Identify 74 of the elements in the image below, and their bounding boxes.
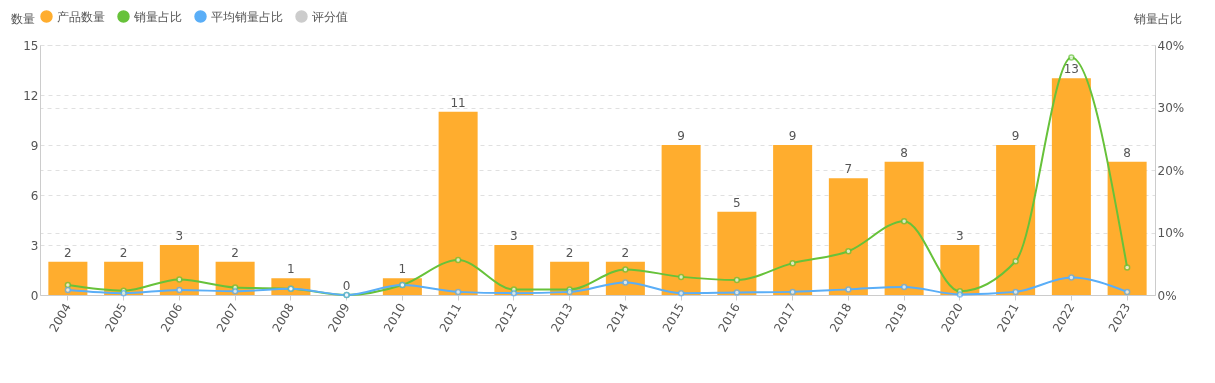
point <box>789 259 796 267</box>
point <box>1123 288 1131 296</box>
legend-label: 产品数量 <box>57 9 105 24</box>
y-tick-label: 0 <box>30 288 39 303</box>
point <box>733 276 741 284</box>
bar <box>1107 161 1147 295</box>
point <box>733 289 741 296</box>
bar <box>661 145 701 295</box>
point <box>176 286 183 294</box>
point <box>1068 274 1075 281</box>
y-tick-label: 9 <box>30 138 39 153</box>
bar <box>1051 78 1091 295</box>
data-label: 9 <box>788 129 797 143</box>
bar <box>773 145 813 295</box>
point <box>789 288 796 296</box>
legend-label: 销量占比 <box>133 9 182 24</box>
y2-tick-label: 0% <box>1157 288 1177 303</box>
point <box>677 273 685 281</box>
data-label: 0 <box>342 279 351 293</box>
point <box>622 266 629 273</box>
y-tick-label: 6 <box>30 188 39 203</box>
data-label: 13 <box>1063 62 1080 77</box>
y-axis-title: 数量 <box>10 11 35 26</box>
data-label: 8 <box>1123 145 1131 160</box>
point <box>845 248 852 255</box>
point <box>845 286 852 293</box>
point <box>900 283 908 291</box>
point <box>176 276 183 283</box>
y2-tick-label: 10% <box>1157 226 1185 240</box>
point <box>231 288 239 295</box>
data-label: 3 <box>956 229 964 243</box>
data-label: 8 <box>900 145 908 160</box>
point <box>454 256 462 264</box>
point <box>1123 264 1131 271</box>
data-label: 3 <box>175 229 184 243</box>
point <box>1068 54 1075 61</box>
data-label: 9 <box>1011 129 1020 143</box>
legend-label: 平均销量占比 <box>211 9 283 24</box>
data-label: 1 <box>398 262 407 277</box>
point <box>677 289 685 297</box>
y2-tick-label: 30% <box>1157 101 1185 115</box>
point <box>454 288 462 296</box>
point <box>64 286 72 294</box>
y-tick-label: 3 <box>30 238 39 253</box>
bar <box>48 261 88 295</box>
data-label: 5 <box>733 195 741 210</box>
data-label: 2 <box>231 245 239 260</box>
point <box>1012 258 1019 265</box>
data-label: 2 <box>119 245 128 260</box>
point <box>64 281 72 289</box>
bar <box>884 161 924 295</box>
data-label: 3 <box>510 229 518 243</box>
point <box>900 218 908 225</box>
data-label: 7 <box>844 162 853 177</box>
y2-axis-title: 销量占比 <box>1132 11 1182 26</box>
bar <box>717 211 757 295</box>
data-label: 11 <box>450 95 466 110</box>
data-label: 2 <box>565 245 574 260</box>
data-label: 1 <box>287 262 295 277</box>
y2-tick-label: 40% <box>1157 38 1185 53</box>
legend-label: 评分值 <box>312 9 348 24</box>
point <box>510 289 518 297</box>
bar <box>996 145 1036 295</box>
bar <box>494 245 534 295</box>
point <box>1012 288 1019 296</box>
data-label: 9 <box>677 129 685 143</box>
bar <box>828 178 868 295</box>
point <box>622 279 629 286</box>
data-label: 2 <box>621 245 630 260</box>
y-tick-label: 15 <box>23 38 39 53</box>
y2-tick-label: 20% <box>1157 163 1185 178</box>
data-label: 2 <box>64 245 72 260</box>
y-tick-label: 12 <box>23 88 39 103</box>
bar <box>438 111 478 295</box>
